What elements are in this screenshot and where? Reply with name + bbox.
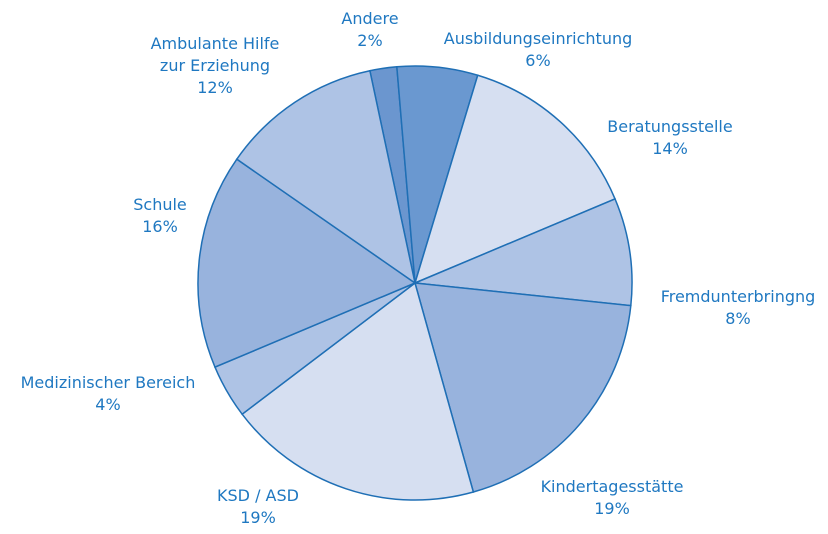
slice-label: Medizinischer Bereich 4% (0, 372, 218, 416)
slice-label: Fremdunterbringng 8% (638, 286, 828, 330)
slice (413, 74, 617, 285)
value-label: 12% (197, 78, 233, 97)
category-label: KSD / ASD (217, 486, 299, 505)
slice (414, 197, 633, 307)
category-label: Beratungsstelle (607, 117, 733, 136)
value-label: 16% (142, 217, 178, 236)
value-label: 14% (652, 139, 688, 158)
category-label: Ausbildungseinrichtung (443, 29, 633, 48)
slice (241, 281, 475, 501)
value-label: 19% (594, 499, 630, 518)
category-label: Andere (341, 9, 399, 28)
value-label: 4% (95, 395, 121, 414)
slice-label: Beratungsstelle 14% (570, 116, 770, 160)
category-label: Fremdunterbringng (660, 287, 816, 306)
slice-label: Schule 16% (100, 194, 220, 238)
slice (197, 158, 417, 369)
value-label: 8% (725, 309, 751, 328)
slice (235, 69, 417, 285)
value-label: 19% (240, 508, 276, 527)
value-label: 2% (357, 31, 383, 50)
category-label: Kindertagesstätte (540, 477, 684, 496)
category-label: Ambulante Hilfe zur Erziehung (150, 34, 280, 75)
category-label: Medizinischer Bereich (20, 373, 196, 392)
slice-label: KSD / ASD 19% (178, 485, 338, 529)
category-label: Schule (133, 195, 187, 214)
value-label: 6% (525, 51, 551, 70)
slice-label: Ausbildungseinrichtung 6% (418, 28, 658, 72)
slice-label: Andere 2% (300, 8, 440, 52)
slice-label: Kindertagesstätte 19% (512, 476, 712, 520)
slice-label: Ambulante Hilfe zur Erziehung 12% (140, 33, 290, 99)
slice (413, 282, 632, 493)
